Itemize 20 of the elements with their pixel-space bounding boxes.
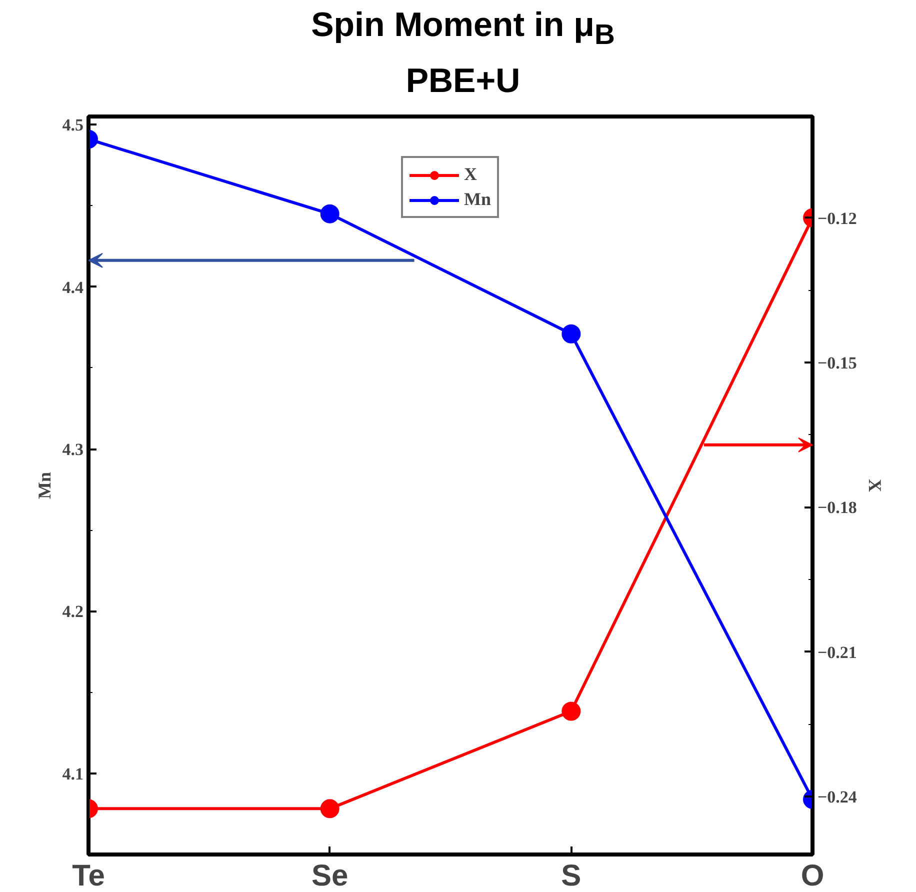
- legend-label: Mn: [464, 189, 491, 210]
- x-tick-label: O: [800, 860, 824, 892]
- legend-label: X: [464, 164, 478, 185]
- y2-axis-title: X: [864, 479, 885, 492]
- y-tick-label: 4.3: [62, 440, 84, 460]
- y2-tick-label: −0.15: [818, 354, 857, 372]
- y2-tick-label: −0.18: [818, 498, 857, 518]
- y-tick-label: 4.1: [62, 764, 84, 784]
- y-tick-label: 4.5: [62, 116, 84, 135]
- x-tick-label: Te: [72, 860, 105, 892]
- x-tick-label: S: [561, 860, 582, 892]
- y2-tick-label: −0.24: [818, 788, 858, 807]
- x-tick-label: Se: [311, 860, 348, 892]
- chart-title: Spin Moment in μ$_{B}$: [310, 5, 616, 53]
- y2-tick-label: −0.21: [818, 642, 857, 662]
- chart-subtitle: PBE+U: [404, 61, 522, 101]
- y2-tick-label: −0.12: [818, 208, 857, 228]
- y-axis-title: Mn: [34, 472, 54, 499]
- y-tick-label: 4.4: [62, 278, 84, 297]
- y-tick-label: 4.2: [62, 602, 84, 622]
